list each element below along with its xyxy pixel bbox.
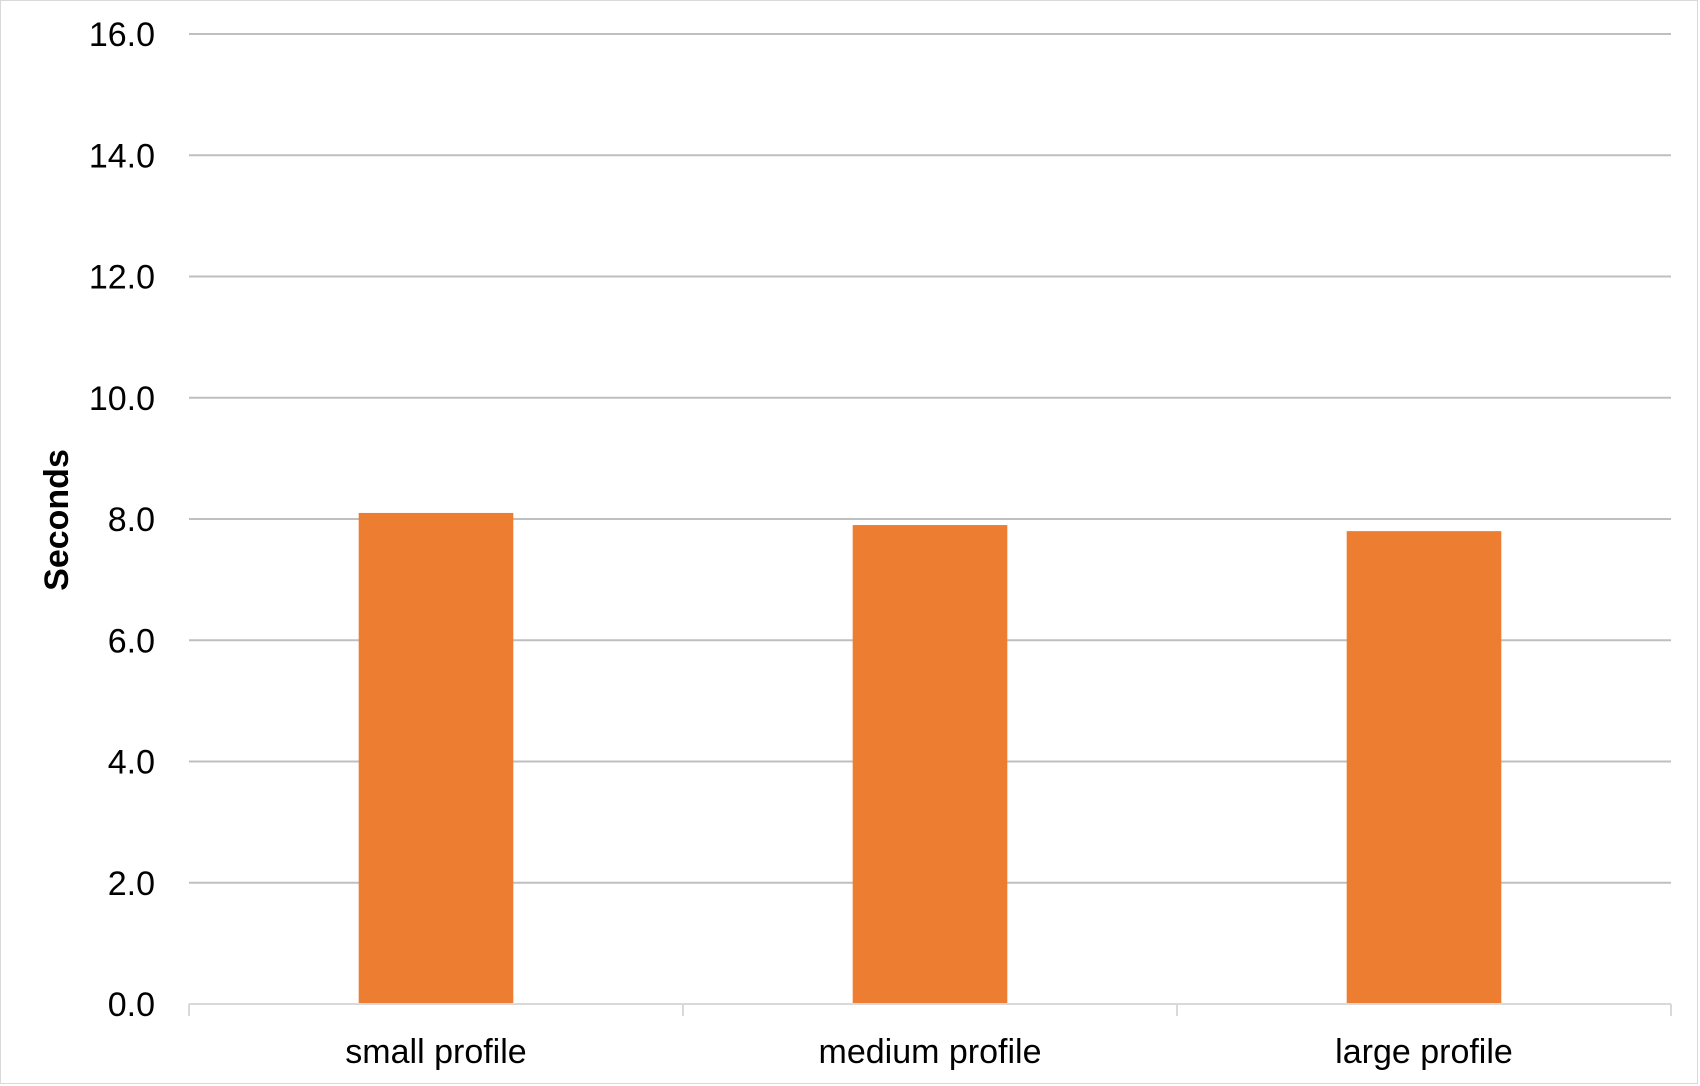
x-tick-labels: small profile medium profile large profile: [345, 1033, 1513, 1071]
x-tick-label: small profile: [345, 1033, 526, 1071]
x-axis: [188, 1003, 1672, 1016]
y-tick-label: 2.0: [108, 865, 155, 903]
y-tick-label: 14.0: [89, 137, 155, 175]
bars: [358, 512, 1502, 1004]
y-tick-labels: 0.0 2.0 4.0 6.0 8.0 10.0 12.0 14.0 16.0: [89, 16, 155, 1024]
x-tick-label: large profile: [1335, 1033, 1513, 1071]
bar-medium-profile: [852, 525, 1008, 1004]
y-tick-label: 4.0: [108, 744, 155, 782]
y-tick-label: 16.0: [89, 16, 155, 54]
y-tick-label: 10.0: [89, 380, 155, 418]
y-tick-label: 8.0: [108, 501, 155, 539]
y-tick-label: 12.0: [89, 259, 155, 297]
y-axis-title: Seconds: [38, 449, 76, 591]
bar-small-profile: [358, 512, 514, 1004]
x-tick-label: medium profile: [819, 1033, 1042, 1071]
bar-large-profile: [1346, 531, 1502, 1004]
y-tick-label: 6.0: [108, 622, 155, 660]
y-tick-label: 0.0: [108, 986, 155, 1024]
